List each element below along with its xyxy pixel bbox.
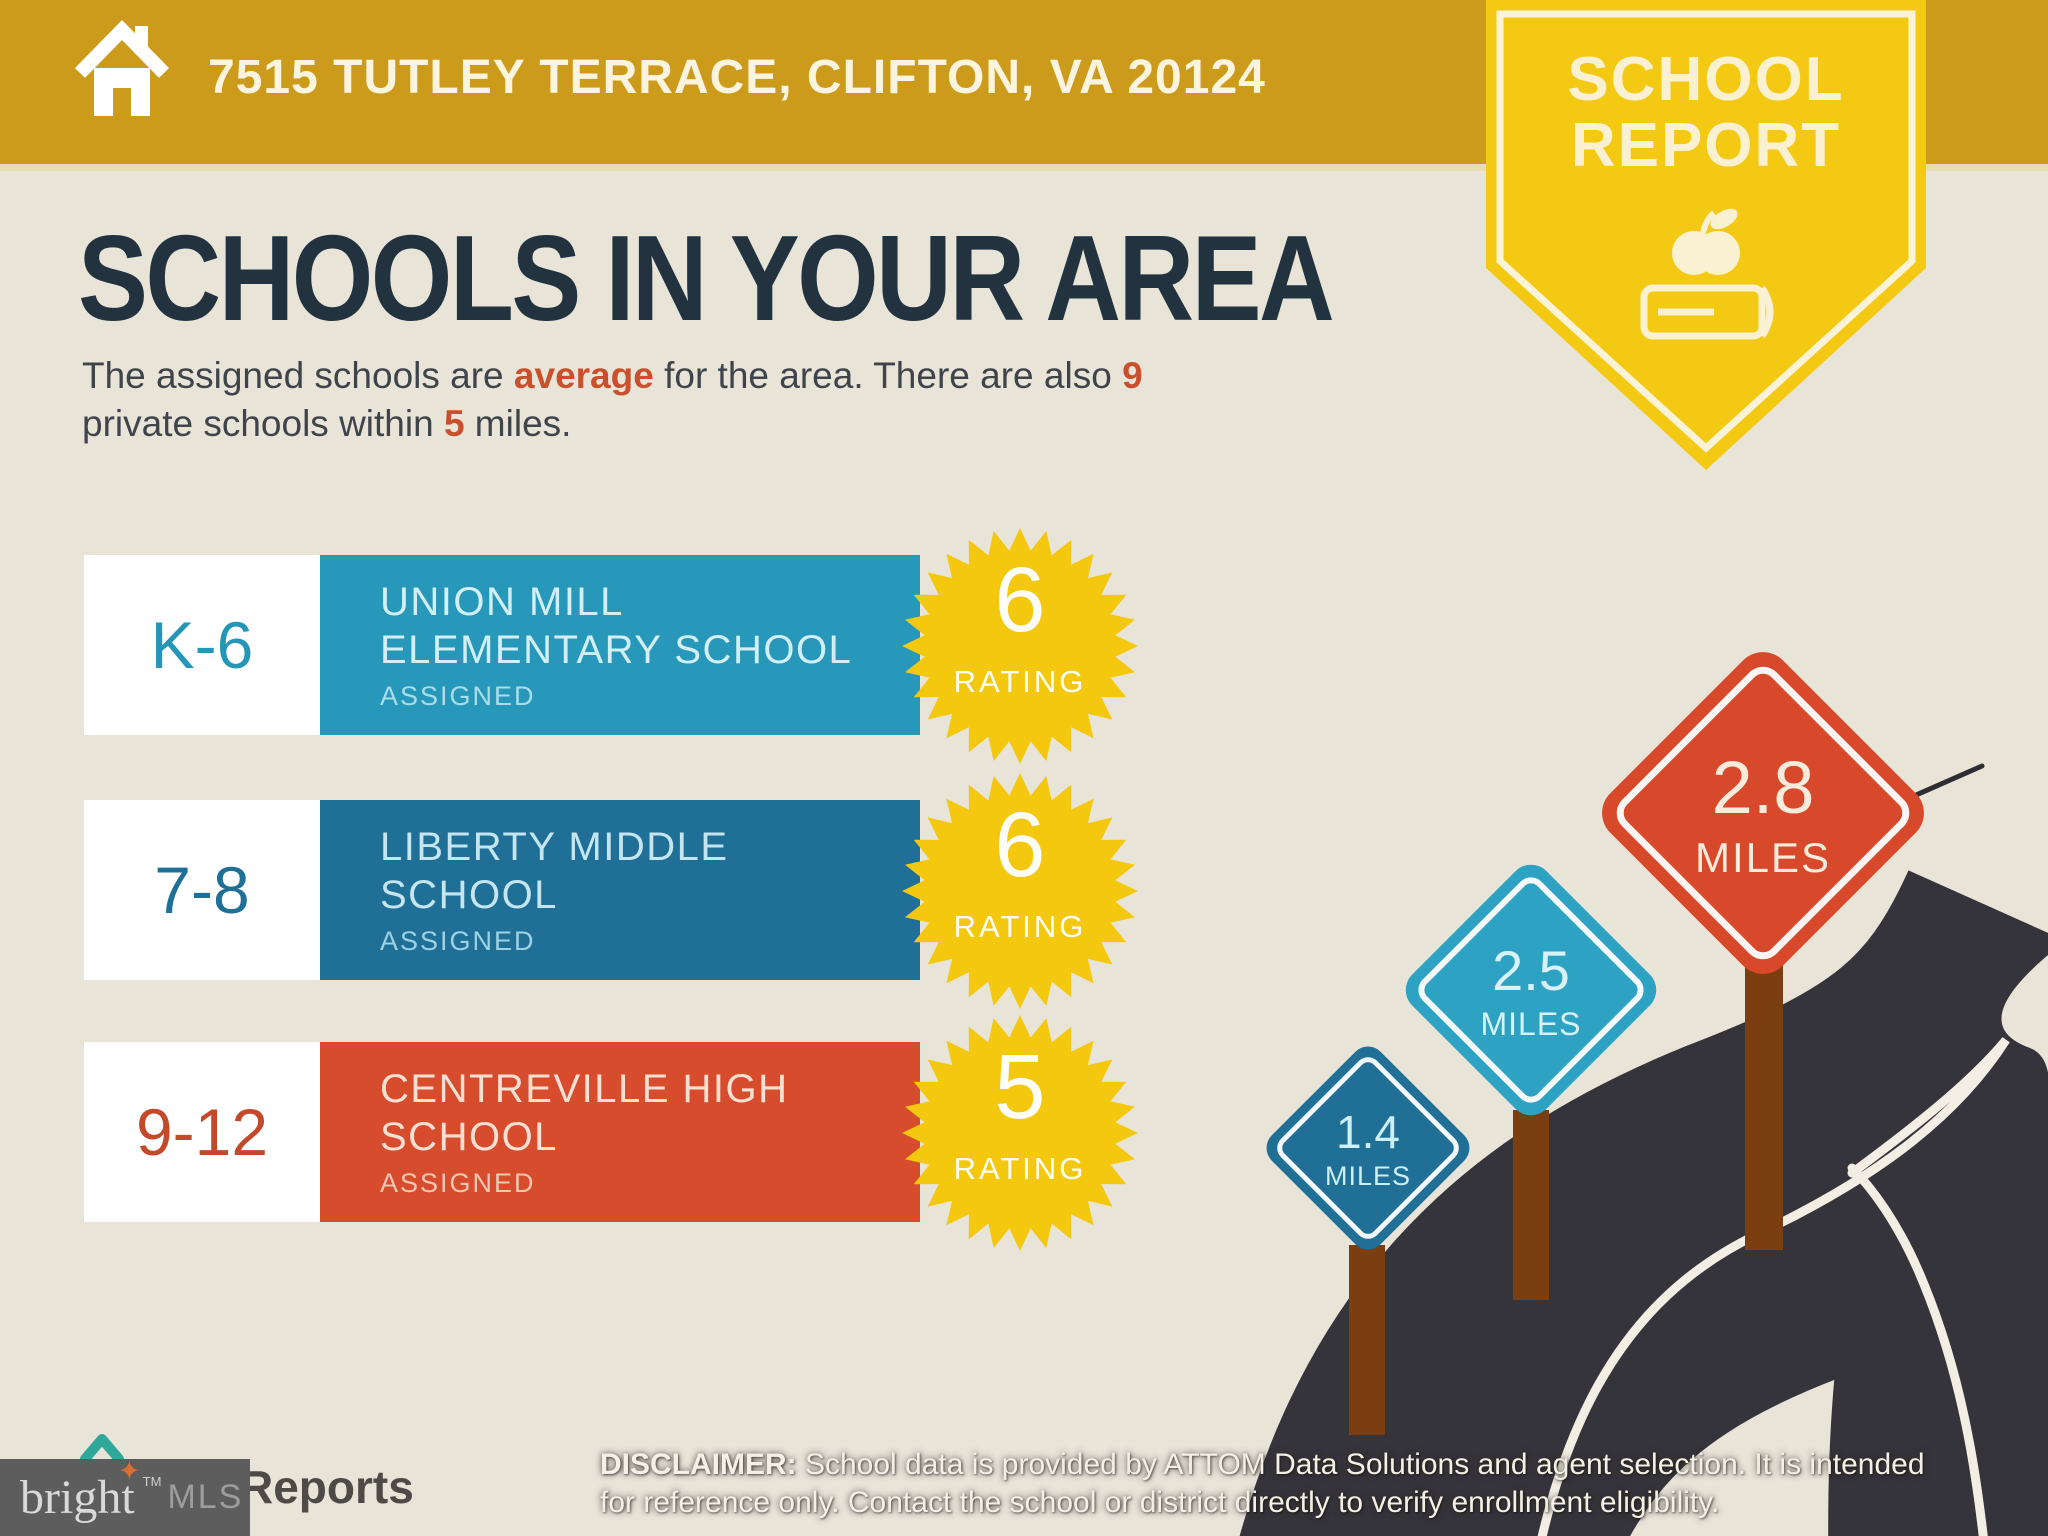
header-bottom-edge: [0, 164, 2048, 171]
status-label: ASSIGNED: [380, 926, 536, 956]
page-title: SCHOOLS IN YOUR AREA: [78, 210, 1335, 346]
disclaimer-text: DISCLAIMER: School data is provided by A…: [600, 1446, 1925, 1522]
school-name-line1: CENTREVILLE HIGH: [380, 1067, 789, 1111]
teal-roof-chevron-icon: [80, 1434, 124, 1462]
subtitle: The assigned schools are average for the…: [82, 352, 1143, 448]
subtitle-line1: The assigned schools are average for the…: [82, 352, 1143, 400]
banner-line2: REPORT: [1571, 111, 1841, 180]
starburst-icon: [902, 1015, 1138, 1251]
status-label: ASSIGNED: [380, 681, 536, 711]
rating-badge: 5 RATING: [900, 1013, 1140, 1253]
school-row-high: 9-12 CENTREVILLE HIGH SCHOOL ASSIGNED 5 …: [84, 1015, 1184, 1251]
mls-label: MLS: [167, 1478, 244, 1516]
apple-icon: [1672, 208, 1740, 275]
home-icon: [74, 19, 170, 116]
property-address: 7515 TUTLEY TERRACE, CLIFTON, VA 20124: [208, 51, 1266, 104]
distance-unit: MILES: [1324, 1160, 1412, 1191]
distance-unit: MILES: [1694, 833, 1832, 881]
rating-value: 5: [994, 1036, 1046, 1138]
school-bar: LIBERTY MIDDLE SCHOOL ASSIGNED: [320, 800, 920, 980]
road-notch: [2001, 955, 2048, 1125]
disclaimer-label: DISCLAIMER:: [600, 1448, 797, 1481]
rating-badge: 6 RATING: [900, 771, 1140, 1011]
subtitle-text: private schools within: [82, 403, 444, 444]
sign-post: [1349, 1245, 1385, 1435]
subtitle-highlight-count: 9: [1122, 355, 1143, 396]
rating-label: RATING: [953, 664, 1087, 699]
starburst-icon: [902, 528, 1138, 764]
grade-range: 9-12: [84, 1042, 320, 1222]
book-icon: [1640, 284, 1774, 340]
reports-logo-partial: Reports: [240, 1461, 414, 1513]
brand-name: bright ✦: [20, 1456, 141, 1524]
banner-inner-border: [1496, 10, 1916, 453]
banner-line1: SCHOOL: [1567, 45, 1844, 114]
subtitle-line2: private schools within 5 miles.: [82, 400, 1143, 448]
starburst-icon: [902, 773, 1138, 1009]
school-report-banner: SCHOOL REPORT: [1486, 0, 1926, 470]
status-label: ASSIGNED: [380, 1168, 536, 1198]
road-main: [1239, 868, 2048, 1536]
rating-value: 6: [994, 549, 1046, 651]
sign-post: [1513, 1110, 1549, 1300]
disclaimer-line2: for reference only. Contact the school o…: [600, 1486, 1720, 1519]
subtitle-text: for the area. There are also: [653, 355, 1123, 396]
road-line-left: [1537, 1037, 2010, 1536]
school-name-line1: UNION MILL: [380, 580, 624, 624]
school-name-line2: ELEMENTARY SCHOOL: [380, 628, 853, 672]
bright-mls-watermark: bright ✦ TM MLS: [0, 1456, 250, 1536]
rating-label: RATING: [953, 1151, 1087, 1186]
four-point-star-icon: ✦: [118, 1456, 141, 1486]
distance-value: 2.5: [1492, 938, 1570, 1002]
road-line-right: [1847, 1163, 1988, 1536]
rating-value: 6: [994, 794, 1046, 896]
distance-unit: MILES: [1480, 1005, 1582, 1042]
sign-post: [1745, 965, 1783, 1250]
grade-range: 7-8: [84, 800, 320, 980]
distance-sign-near: 1.4 MILES: [1259, 1039, 1477, 1257]
distance-sign-far: 2.8 MILES: [1590, 640, 1936, 986]
subtitle-highlight-average: average: [513, 355, 654, 396]
trademark-symbol: TM: [142, 1474, 162, 1489]
school-bar: UNION MILL ELEMENTARY SCHOOL ASSIGNED: [320, 555, 920, 735]
grade-range: K-6: [84, 555, 320, 735]
school-row-middle: 7-8 LIBERTY MIDDLE SCHOOL ASSIGNED 6 RAT…: [84, 773, 1184, 1009]
rating-badge: 6 RATING: [900, 526, 1140, 766]
distance-value: 1.4: [1336, 1105, 1400, 1158]
rating-label: RATING: [953, 909, 1087, 944]
school-name-line1: LIBERTY MIDDLE: [380, 825, 729, 869]
school-name-line2: SCHOOL: [380, 873, 558, 917]
subtitle-text: The assigned schools are: [82, 355, 514, 396]
school-row-elementary: K-6 UNION MILL ELEMENTARY SCHOOL ASSIGNE…: [84, 528, 1184, 764]
school-name-line2: SCHOOL: [380, 1115, 558, 1159]
distance-sign-mid: 2.5 MILES: [1396, 855, 1666, 1125]
school-bar: CENTREVILLE HIGH SCHOOL ASSIGNED: [320, 1042, 920, 1222]
distance-value: 2.8: [1711, 745, 1815, 829]
disclaimer-line1: DISCLAIMER: School data is provided by A…: [600, 1448, 1925, 1481]
subtitle-highlight-miles: 5: [443, 403, 465, 444]
subtitle-text: miles.: [464, 403, 572, 444]
